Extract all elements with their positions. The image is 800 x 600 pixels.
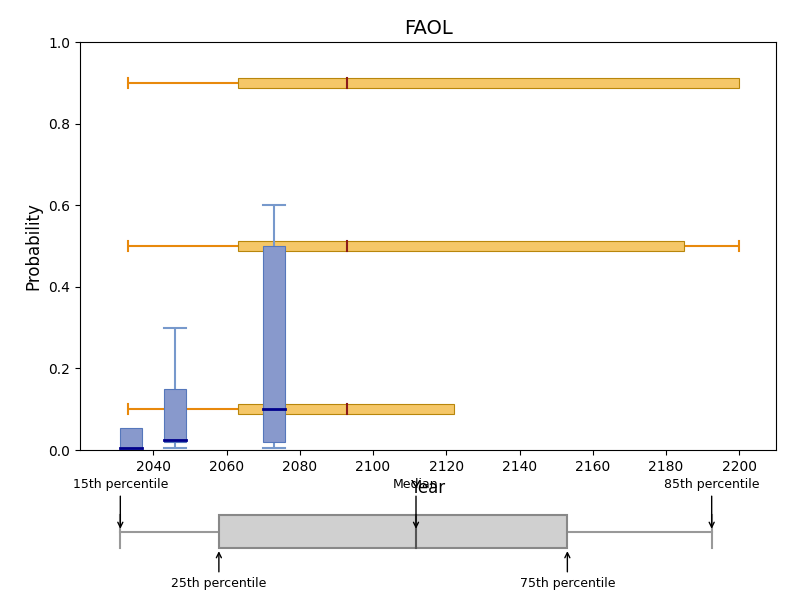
Bar <box>120 428 142 450</box>
Title: FAOL: FAOL <box>404 19 452 38</box>
Bar <box>238 404 454 414</box>
Text: 15th percentile: 15th percentile <box>73 478 168 527</box>
Bar <box>219 515 567 548</box>
Text: 85th percentile: 85th percentile <box>664 478 759 527</box>
Text: 25th percentile: 25th percentile <box>171 553 266 590</box>
Bar <box>238 77 739 88</box>
X-axis label: Year: Year <box>410 479 446 497</box>
Bar <box>263 246 285 442</box>
Bar <box>238 241 685 251</box>
Y-axis label: Probability: Probability <box>25 202 42 290</box>
Text: 75th percentile: 75th percentile <box>520 553 615 590</box>
Bar <box>164 389 186 442</box>
Text: Median: Median <box>393 478 439 527</box>
